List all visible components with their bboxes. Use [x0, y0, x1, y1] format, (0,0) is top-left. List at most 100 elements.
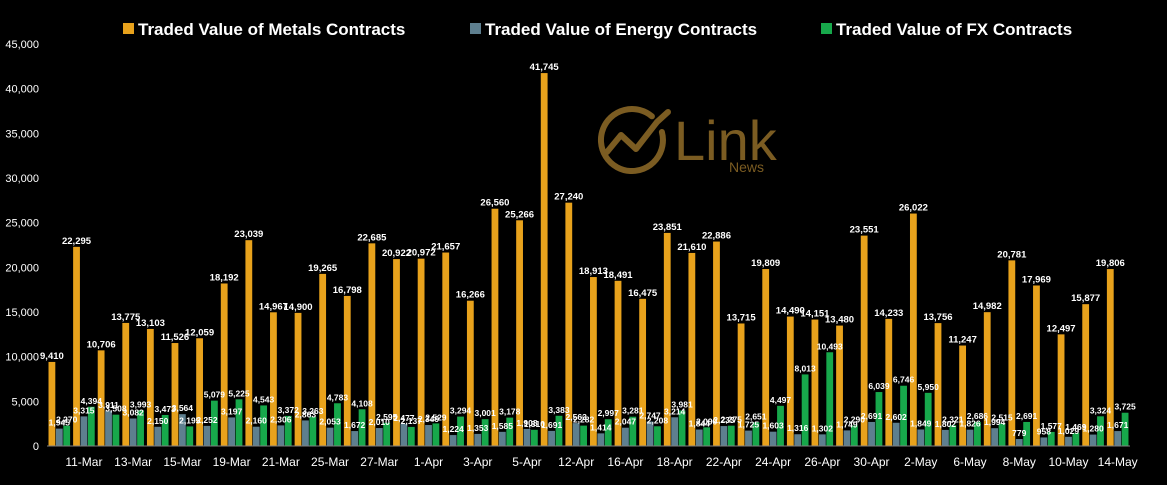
fx-bar — [998, 423, 1006, 446]
fx-data-label: 1,469 — [1065, 422, 1087, 432]
chart-legend: Traded Value of Metals Contracts Traded … — [123, 20, 1072, 39]
energy-data-label: 2,047 — [615, 417, 637, 427]
energy-bar — [203, 425, 211, 446]
energy-data-label: 1,224 — [442, 424, 464, 434]
x-tick-label: 27-Mar — [360, 455, 398, 469]
metals-data-label: 14,900 — [284, 302, 313, 313]
energy-data-label: 2,477 — [393, 413, 415, 423]
energy-data-label: 2,160 — [246, 416, 268, 426]
metals-data-label: 22,886 — [702, 231, 731, 242]
energy-data-label: 2,233 — [713, 415, 735, 425]
energy-data-label: 1,725 — [738, 420, 760, 430]
metals-bar — [491, 208, 499, 446]
energy-bar — [1114, 431, 1122, 446]
fx-bar — [358, 409, 366, 446]
fx-bar — [801, 374, 809, 446]
metals-data-label: 17,969 — [1022, 274, 1051, 285]
fx-data-label: 3,981 — [671, 399, 693, 409]
energy-data-label: 1,844 — [689, 419, 711, 429]
metals-bar — [909, 213, 917, 446]
fx-data-label: 3,383 — [548, 405, 570, 415]
x-tick-label: 8-May — [1003, 455, 1036, 469]
metals-bar — [97, 350, 105, 446]
energy-data-label: 2,563 — [566, 412, 588, 422]
fx-data-label: 3,001 — [474, 408, 496, 418]
energy-bar — [105, 411, 112, 446]
metals-data-label: 12,497 — [1047, 323, 1076, 334]
energy-data-label: 3,082 — [123, 407, 145, 417]
fx-data-label: 2,195 — [179, 415, 201, 425]
energy-data-label: 1,849 — [910, 418, 932, 428]
metals-data-label: 9,410 — [40, 351, 64, 362]
energy-data-label: 2,252 — [196, 415, 218, 425]
metals-data-label: 14,233 — [874, 308, 903, 319]
energy-bar — [80, 416, 88, 446]
energy-bar — [818, 434, 826, 446]
fx-bar — [777, 405, 784, 446]
metals-data-label: 12,059 — [185, 327, 214, 338]
metals-bar — [466, 300, 474, 446]
x-tick-label: 14-May — [1098, 455, 1138, 469]
energy-bar — [449, 435, 457, 446]
y-tick-label: 15,000 — [5, 307, 39, 319]
metals-data-label: 22,685 — [357, 232, 387, 243]
energy-bar — [868, 421, 875, 446]
fx-bar — [900, 385, 907, 446]
metals-data-label: 15,877 — [1071, 293, 1100, 304]
fx-bar — [407, 426, 415, 446]
energy-bar — [794, 434, 802, 446]
fx-bar — [678, 410, 686, 446]
metals-data-label: 16,266 — [456, 290, 485, 301]
legend-swatch-metals — [123, 23, 134, 34]
metals-bar — [860, 235, 868, 446]
metals-data-label: 11,247 — [948, 335, 977, 346]
metals-data-label: 11,526 — [161, 332, 190, 343]
x-tick-label: 12-Apr — [558, 455, 594, 469]
fx-bar — [284, 415, 292, 446]
metals-data-label: 23,039 — [234, 229, 263, 240]
fx-data-label: 2,997 — [598, 408, 620, 418]
metals-bar — [196, 338, 203, 446]
metals-bar — [1106, 269, 1114, 446]
fx-bar — [1047, 431, 1055, 446]
energy-data-label: 3,911 — [98, 400, 119, 410]
fx-bar — [112, 414, 120, 446]
metals-data-label: 23,551 — [850, 225, 880, 236]
y-tick-label: 45,000 — [5, 39, 39, 51]
fx-data-label: 6,039 — [868, 381, 890, 391]
fx-data-label: 2,290 — [844, 415, 866, 425]
energy-data-label: 1,353 — [467, 423, 489, 433]
fx-data-label: 2,282 — [573, 415, 595, 425]
x-tick-label: 19-Mar — [213, 455, 251, 469]
energy-bar — [154, 426, 162, 446]
x-tick-label: 18-Apr — [657, 455, 693, 469]
metals-bar — [1082, 304, 1090, 446]
energy-data-label: 3,564 — [172, 403, 194, 413]
logo-sub-text: News — [729, 159, 764, 175]
fx-data-label: 3,324 — [1090, 405, 1112, 415]
metals-bar — [540, 73, 548, 446]
fx-bar — [850, 425, 858, 446]
metals-data-label: 18,491 — [603, 270, 633, 281]
metals-data-label: 13,103 — [136, 318, 165, 329]
metals-bar — [836, 325, 843, 446]
energy-data-label: 2,306 — [270, 414, 292, 424]
fx-bar — [1072, 432, 1080, 446]
fx-data-label: 2,321 — [942, 414, 964, 424]
metals-bar — [786, 316, 794, 446]
fx-bar — [432, 423, 440, 446]
metals-data-label: 22,295 — [62, 236, 92, 247]
fx-bar — [506, 417, 514, 446]
metals-bar — [417, 258, 425, 446]
metals-bar — [688, 252, 696, 446]
fx-data-label: 6,746 — [893, 375, 915, 385]
fx-bar — [137, 410, 144, 446]
energy-bar — [277, 425, 285, 446]
metals-data-label: 20,972 — [407, 248, 436, 259]
fx-data-label: 1,810 — [524, 419, 546, 429]
x-tick-label: 25-Mar — [311, 455, 349, 469]
fx-data-label: 2,515 — [991, 413, 1013, 423]
legend-swatch-fx — [821, 23, 832, 34]
energy-data-label: 1,029 — [1058, 426, 1080, 436]
fx-bar — [949, 425, 957, 446]
